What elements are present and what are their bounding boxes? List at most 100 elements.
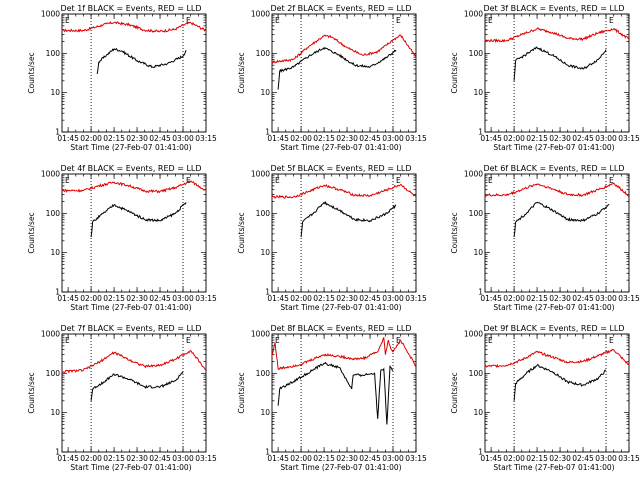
x-tick-label: 02:45 <box>359 454 381 463</box>
events-series-line <box>513 363 607 401</box>
event-marker-label: E <box>396 336 401 345</box>
x-tick-label: 03:00 <box>595 294 617 303</box>
lld-series-line <box>484 348 630 368</box>
y-tick-label: 1 <box>478 448 483 457</box>
x-tick-label: 02:15 <box>103 134 125 143</box>
lld-series-line <box>271 34 417 64</box>
event-marker-label: E <box>65 16 70 25</box>
events-series-line <box>513 201 610 238</box>
events-series-line <box>513 46 607 81</box>
y-tick-label: 100 <box>46 209 61 218</box>
y-tick-label: 1000 <box>41 10 60 19</box>
y-tick-label: 1000 <box>41 170 60 179</box>
chart-title: Det 9f BLACK = Events, RED = LLD <box>483 324 624 333</box>
plot-frame <box>61 333 207 453</box>
x-tick-label: 02:15 <box>103 294 125 303</box>
y-tick-label: 100 <box>469 209 484 218</box>
x-tick-label: 03:00 <box>595 134 617 143</box>
x-tick-label: 03:00 <box>172 454 194 463</box>
x-tick-label: 03:00 <box>172 134 194 143</box>
chart-title: Det 7f BLACK = Events, RED = LLD <box>60 324 201 333</box>
y-tick-label: 1 <box>55 448 60 457</box>
x-tick-label: 02:00 <box>80 294 102 303</box>
x-tick-label: 03:00 <box>382 134 404 143</box>
x-tick-label: 02:00 <box>290 454 312 463</box>
x-tick-label: 03:15 <box>618 454 640 463</box>
x-tick-label: 02:15 <box>526 294 548 303</box>
y-tick-label: 1 <box>265 288 270 297</box>
y-axis-label: Counts/sec <box>27 212 36 253</box>
x-tick-label: 02:45 <box>149 454 171 463</box>
x-tick-label: 02:45 <box>149 134 171 143</box>
x-axis-label: Start Time (27-Feb-07 01:41:00) <box>493 143 614 152</box>
events-series-line <box>277 46 397 90</box>
x-tick-label: 02:00 <box>503 294 525 303</box>
x-tick-label: 02:15 <box>526 454 548 463</box>
y-tick-label: 100 <box>256 209 271 218</box>
chart-panel: Det 8f BLACK = Events, RED = LLD 1 10 100 10… <box>237 324 427 472</box>
chart-title: Det 2f BLACK = Events, RED = LLD <box>270 4 411 13</box>
x-tick-label: 01:45 <box>267 294 289 303</box>
event-marker-label: E <box>275 336 280 345</box>
x-tick-label: 02:30 <box>336 294 358 303</box>
y-tick-label: 10 <box>50 248 60 257</box>
y-tick-label: 1 <box>478 128 483 137</box>
plot-frame <box>484 13 630 133</box>
x-axis-label: Start Time (27-Feb-07 01:41:00) <box>493 303 614 312</box>
x-tick-label: 02:45 <box>572 454 594 463</box>
x-tick-label: 01:45 <box>57 454 79 463</box>
x-tick-label: 02:00 <box>503 454 525 463</box>
x-tick-label: 02:30 <box>126 134 148 143</box>
x-axis-label: Start Time (27-Feb-07 01:41:00) <box>70 303 191 312</box>
events-series-line <box>277 361 393 425</box>
x-tick-label: 03:15 <box>618 134 640 143</box>
y-tick-label: 100 <box>46 369 61 378</box>
event-marker-label: E <box>609 336 614 345</box>
x-axis-label: Start Time (27-Feb-07 01:41:00) <box>280 143 401 152</box>
event-marker-label: E <box>396 16 401 25</box>
y-tick-label: 1 <box>265 128 270 137</box>
y-tick-label: 10 <box>473 248 483 257</box>
x-tick-label: 03:00 <box>382 294 404 303</box>
x-tick-label: 01:45 <box>267 454 289 463</box>
x-tick-label: 02:30 <box>336 454 358 463</box>
lld-series-line <box>271 183 417 199</box>
event-marker-label: E <box>275 176 280 185</box>
y-tick-label: 100 <box>469 369 484 378</box>
y-tick-label: 1000 <box>464 170 483 179</box>
chart-title: Det 3f BLACK = Events, RED = LLD <box>483 4 624 13</box>
chart-panel: Det 1f BLACK = Events, RED = LLD 1 10 100 10… <box>27 4 217 152</box>
x-tick-label: 02:30 <box>549 134 571 143</box>
event-marker-label: E <box>186 336 191 345</box>
chart-panel: Det 7f BLACK = Events, RED = LLD 1 10 100 10… <box>27 324 217 472</box>
y-tick-label: 1000 <box>251 330 270 339</box>
events-series-line <box>96 47 187 74</box>
x-axis-label: Start Time (27-Feb-07 01:41:00) <box>280 463 401 472</box>
chart-panel: Det 9f BLACK = Events, RED = LLD 1 10 100 10… <box>450 324 640 472</box>
events-series-line <box>90 202 187 238</box>
lld-series-line <box>484 27 630 44</box>
x-tick-label: 03:00 <box>595 454 617 463</box>
y-axis-label: Counts/sec <box>27 52 36 93</box>
y-axis-label: Counts/sec <box>237 212 246 253</box>
chart-panel: Det 5f BLACK = Events, RED = LLD 1 10 100 10… <box>237 164 427 312</box>
lld-series-line <box>271 336 417 371</box>
y-axis-label: Counts/sec <box>450 372 459 413</box>
y-tick-label: 1000 <box>251 10 270 19</box>
x-axis-label: Start Time (27-Feb-07 01:41:00) <box>493 463 614 472</box>
y-axis-label: Counts/sec <box>27 372 36 413</box>
x-tick-label: 03:15 <box>405 454 427 463</box>
chart-title: Det 4f BLACK = Events, RED = LLD <box>60 164 201 173</box>
plot-frame <box>484 173 630 293</box>
x-tick-label: 02:00 <box>80 454 102 463</box>
x-tick-label: 03:15 <box>405 294 427 303</box>
x-tick-label: 03:15 <box>405 134 427 143</box>
x-tick-label: 02:00 <box>290 294 312 303</box>
x-tick-label: 02:45 <box>149 294 171 303</box>
plot-frame <box>271 333 417 453</box>
y-tick-label: 10 <box>50 88 60 97</box>
y-tick-label: 10 <box>50 408 60 417</box>
x-tick-label: 03:00 <box>382 454 404 463</box>
chart-title: Det 8f BLACK = Events, RED = LLD <box>270 324 411 333</box>
lld-series-line <box>484 182 630 198</box>
